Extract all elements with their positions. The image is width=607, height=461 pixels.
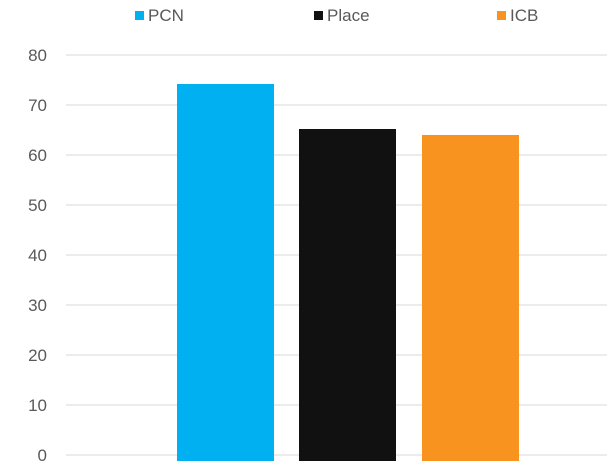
legend-label-icb: ICB [510, 6, 538, 25]
y-tick-label-20: 20 [28, 346, 47, 365]
legend-item-pcn: PCN [135, 6, 184, 25]
legend-label-pcn: PCN [148, 6, 184, 25]
y-tick-label-70: 70 [28, 96, 47, 115]
y-tick-label-80: 80 [28, 46, 47, 65]
y-tick-label-40: 40 [28, 246, 47, 265]
y-tick-label-0: 0 [38, 446, 47, 461]
bar-place [299, 129, 396, 461]
y-tick-label-50: 50 [28, 196, 47, 215]
bar-icb [422, 135, 519, 461]
legend-swatch-place [314, 11, 323, 20]
legend-swatch-icb [497, 11, 506, 20]
y-tick-label-60: 60 [28, 146, 47, 165]
legend: PCN Place ICB [135, 6, 538, 25]
legend-label-place: Place [327, 6, 370, 25]
legend-item-icb: ICB [497, 6, 538, 25]
legend-swatch-pcn [135, 11, 144, 20]
y-tick-label-10: 10 [28, 396, 47, 415]
bar-pcn [177, 84, 274, 461]
y-axis-ticks: 0 10 20 30 40 50 60 70 80 [28, 46, 47, 461]
legend-item-place: Place [314, 6, 370, 25]
bars [177, 84, 519, 461]
y-tick-label-30: 30 [28, 296, 47, 315]
